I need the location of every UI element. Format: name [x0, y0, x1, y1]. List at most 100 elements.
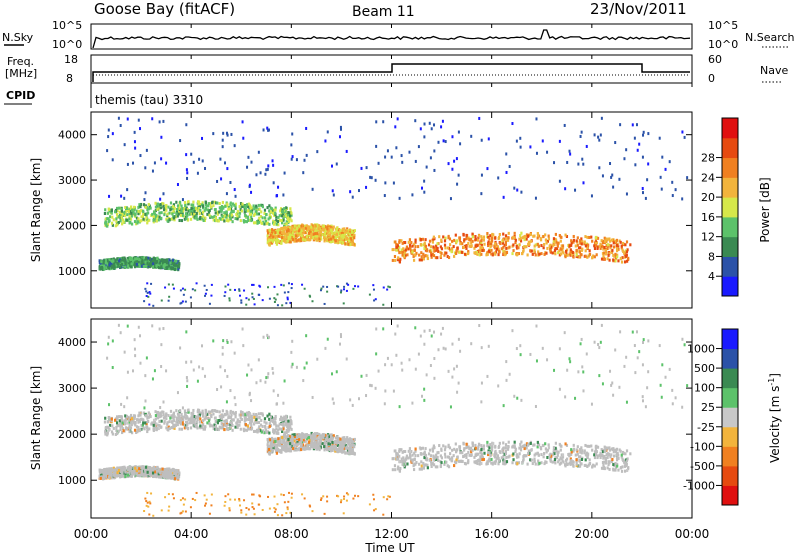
freq-label: Freq.: [7, 55, 34, 68]
power-cell: [347, 283, 350, 286]
velocity-cell: [173, 426, 176, 430]
power-cell: [182, 293, 185, 296]
power-cell: [183, 207, 186, 211]
power-cell: [546, 246, 549, 250]
power-cell: [122, 220, 125, 224]
velocity-cell: [529, 458, 532, 462]
power-cell: [179, 213, 182, 217]
power-cell: [140, 264, 143, 268]
power-cell: [596, 236, 600, 240]
velocity-cell: [285, 428, 288, 432]
power-cell: [181, 287, 184, 290]
power-cell: [570, 253, 573, 257]
velocity-cell: [272, 431, 276, 435]
velocity-cell: [517, 461, 521, 465]
power-cell: [132, 256, 136, 260]
velocity-cell: [184, 424, 188, 428]
velocity-cell: [339, 440, 342, 444]
power-cell: [525, 245, 528, 249]
power-cell: [114, 261, 117, 265]
power-cell: [307, 227, 310, 231]
power-cell: [165, 203, 168, 207]
power-cell: [339, 231, 342, 235]
velocity-cell: [579, 450, 582, 454]
power-cell: [368, 293, 371, 296]
power-cell: [287, 229, 290, 233]
power-cell: [394, 240, 397, 244]
velocity-cell: [114, 418, 117, 422]
power-cell: [155, 265, 158, 269]
power-cell: [365, 185, 368, 189]
power-cell: [457, 173, 460, 177]
velocity-cell: [280, 427, 283, 431]
power-cell: [198, 157, 201, 161]
power-cell: [511, 122, 514, 126]
power-cell: [517, 252, 521, 256]
velocity-cell: [339, 437, 342, 441]
velocity-cell: [420, 464, 423, 468]
power-cell: [130, 214, 133, 218]
velocity-cell: [130, 413, 133, 417]
power-cell: [138, 211, 142, 215]
velocity-cell: [198, 413, 202, 417]
power-cell: [267, 242, 271, 246]
velocity-cell: [423, 464, 426, 468]
velocity-cell: [171, 420, 174, 424]
power-cell: [348, 232, 351, 236]
power-cell: [274, 231, 277, 235]
power-cell: [250, 190, 253, 194]
power-cell: [407, 247, 410, 251]
power-cell: [478, 253, 481, 257]
velocity-cell: [153, 418, 156, 422]
power-cell: [465, 244, 468, 248]
velocity-cell: [121, 427, 125, 431]
power-cell: [619, 123, 622, 127]
velocity-cell: [191, 417, 194, 421]
power-cell: [334, 239, 337, 243]
power-cell: [390, 155, 393, 159]
power-cell: [345, 229, 349, 233]
power-cell: [138, 203, 141, 207]
power-cell: [269, 210, 273, 214]
power-cell: [512, 249, 515, 253]
power-cell: [174, 215, 178, 219]
velocity-cell: [140, 417, 143, 421]
power-cell: [180, 219, 183, 223]
power-cell: [395, 146, 398, 150]
power-cell: [322, 227, 325, 231]
power-cell: [233, 188, 236, 192]
velocity-cell: [275, 443, 278, 447]
power-cell: [285, 232, 289, 236]
power-cell: [271, 209, 274, 213]
power-cell: [327, 227, 330, 231]
power-cell: [318, 234, 321, 238]
power-cell: [103, 265, 106, 269]
power-cell: [325, 231, 328, 235]
power-cell: [184, 300, 187, 303]
velocity-cell: [227, 416, 230, 420]
power-cell: [133, 140, 136, 144]
power-cell: [319, 233, 322, 237]
velocity-cell: [144, 414, 147, 418]
power-cell: [166, 212, 169, 216]
power-cell: [293, 230, 296, 234]
power-cell: [548, 244, 551, 248]
power-cell: [310, 225, 313, 229]
power-cell: [439, 254, 443, 258]
velocity-cell: [512, 452, 515, 456]
power-cell: [218, 206, 221, 210]
velocity-cell: [601, 454, 604, 458]
velocity-cell: [296, 437, 299, 441]
velocity-cell: [540, 461, 543, 465]
power-cell: [671, 194, 674, 198]
power-cell: [494, 236, 497, 240]
power-cell: [257, 218, 260, 222]
velocity-cell: [485, 462, 488, 466]
velocity-cell: [178, 418, 181, 422]
power-cell: [281, 227, 284, 231]
power-cell: [633, 136, 636, 140]
power-cell: [104, 258, 107, 262]
power-cell: [408, 243, 412, 247]
velocity-cell: [310, 434, 313, 438]
velocity-cell: [152, 427, 155, 431]
